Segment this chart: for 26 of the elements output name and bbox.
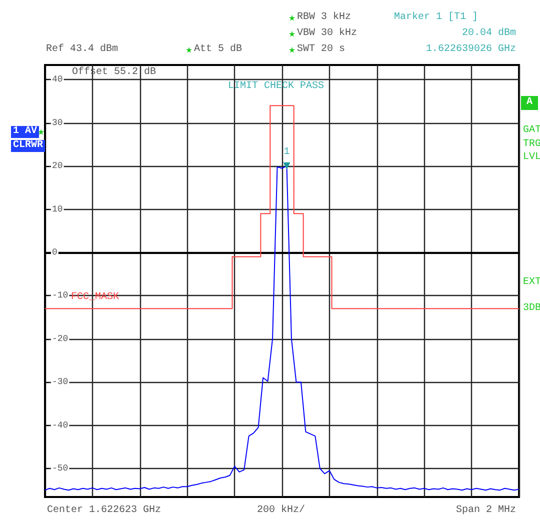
text: Ref 43.4 dBm <box>46 44 118 56</box>
text: A <box>521 96 538 110</box>
text: 20.04 dBm <box>462 28 516 40</box>
annotation: 1 <box>284 146 290 158</box>
text: 1.622639026 GHz <box>426 44 516 56</box>
text: 200 kHz/ <box>257 505 306 517</box>
text: Att 5 dB <box>194 44 242 56</box>
y-tick-label: -20 <box>52 334 68 344</box>
y-tick-label: 20 <box>52 161 63 172</box>
text: RBW 3 kHz <box>297 12 352 24</box>
text: 1 AV <box>11 126 40 138</box>
y-tick-label: 0 <box>52 247 58 258</box>
y-tick-label: 10 <box>52 204 63 214</box>
y-tick-label: -40 <box>52 420 68 430</box>
text: Center 1.622623 GHz <box>47 505 162 517</box>
y-tick-label: -10 <box>52 290 68 301</box>
text: Marker 1 [T1 ] <box>394 12 478 24</box>
text: SWT 20 s <box>297 44 346 56</box>
y-tick-label: 30 <box>52 118 63 128</box>
y-tick-label: 40 <box>52 74 63 85</box>
y-tick-label: -50 <box>52 463 68 474</box>
y-tick-label: -30 <box>52 377 68 388</box>
text: VBW 30 kHz <box>297 28 358 40</box>
text: CLRWR <box>11 140 46 152</box>
text: Span 2 MHz <box>456 505 516 517</box>
text: LVL <box>523 152 540 164</box>
